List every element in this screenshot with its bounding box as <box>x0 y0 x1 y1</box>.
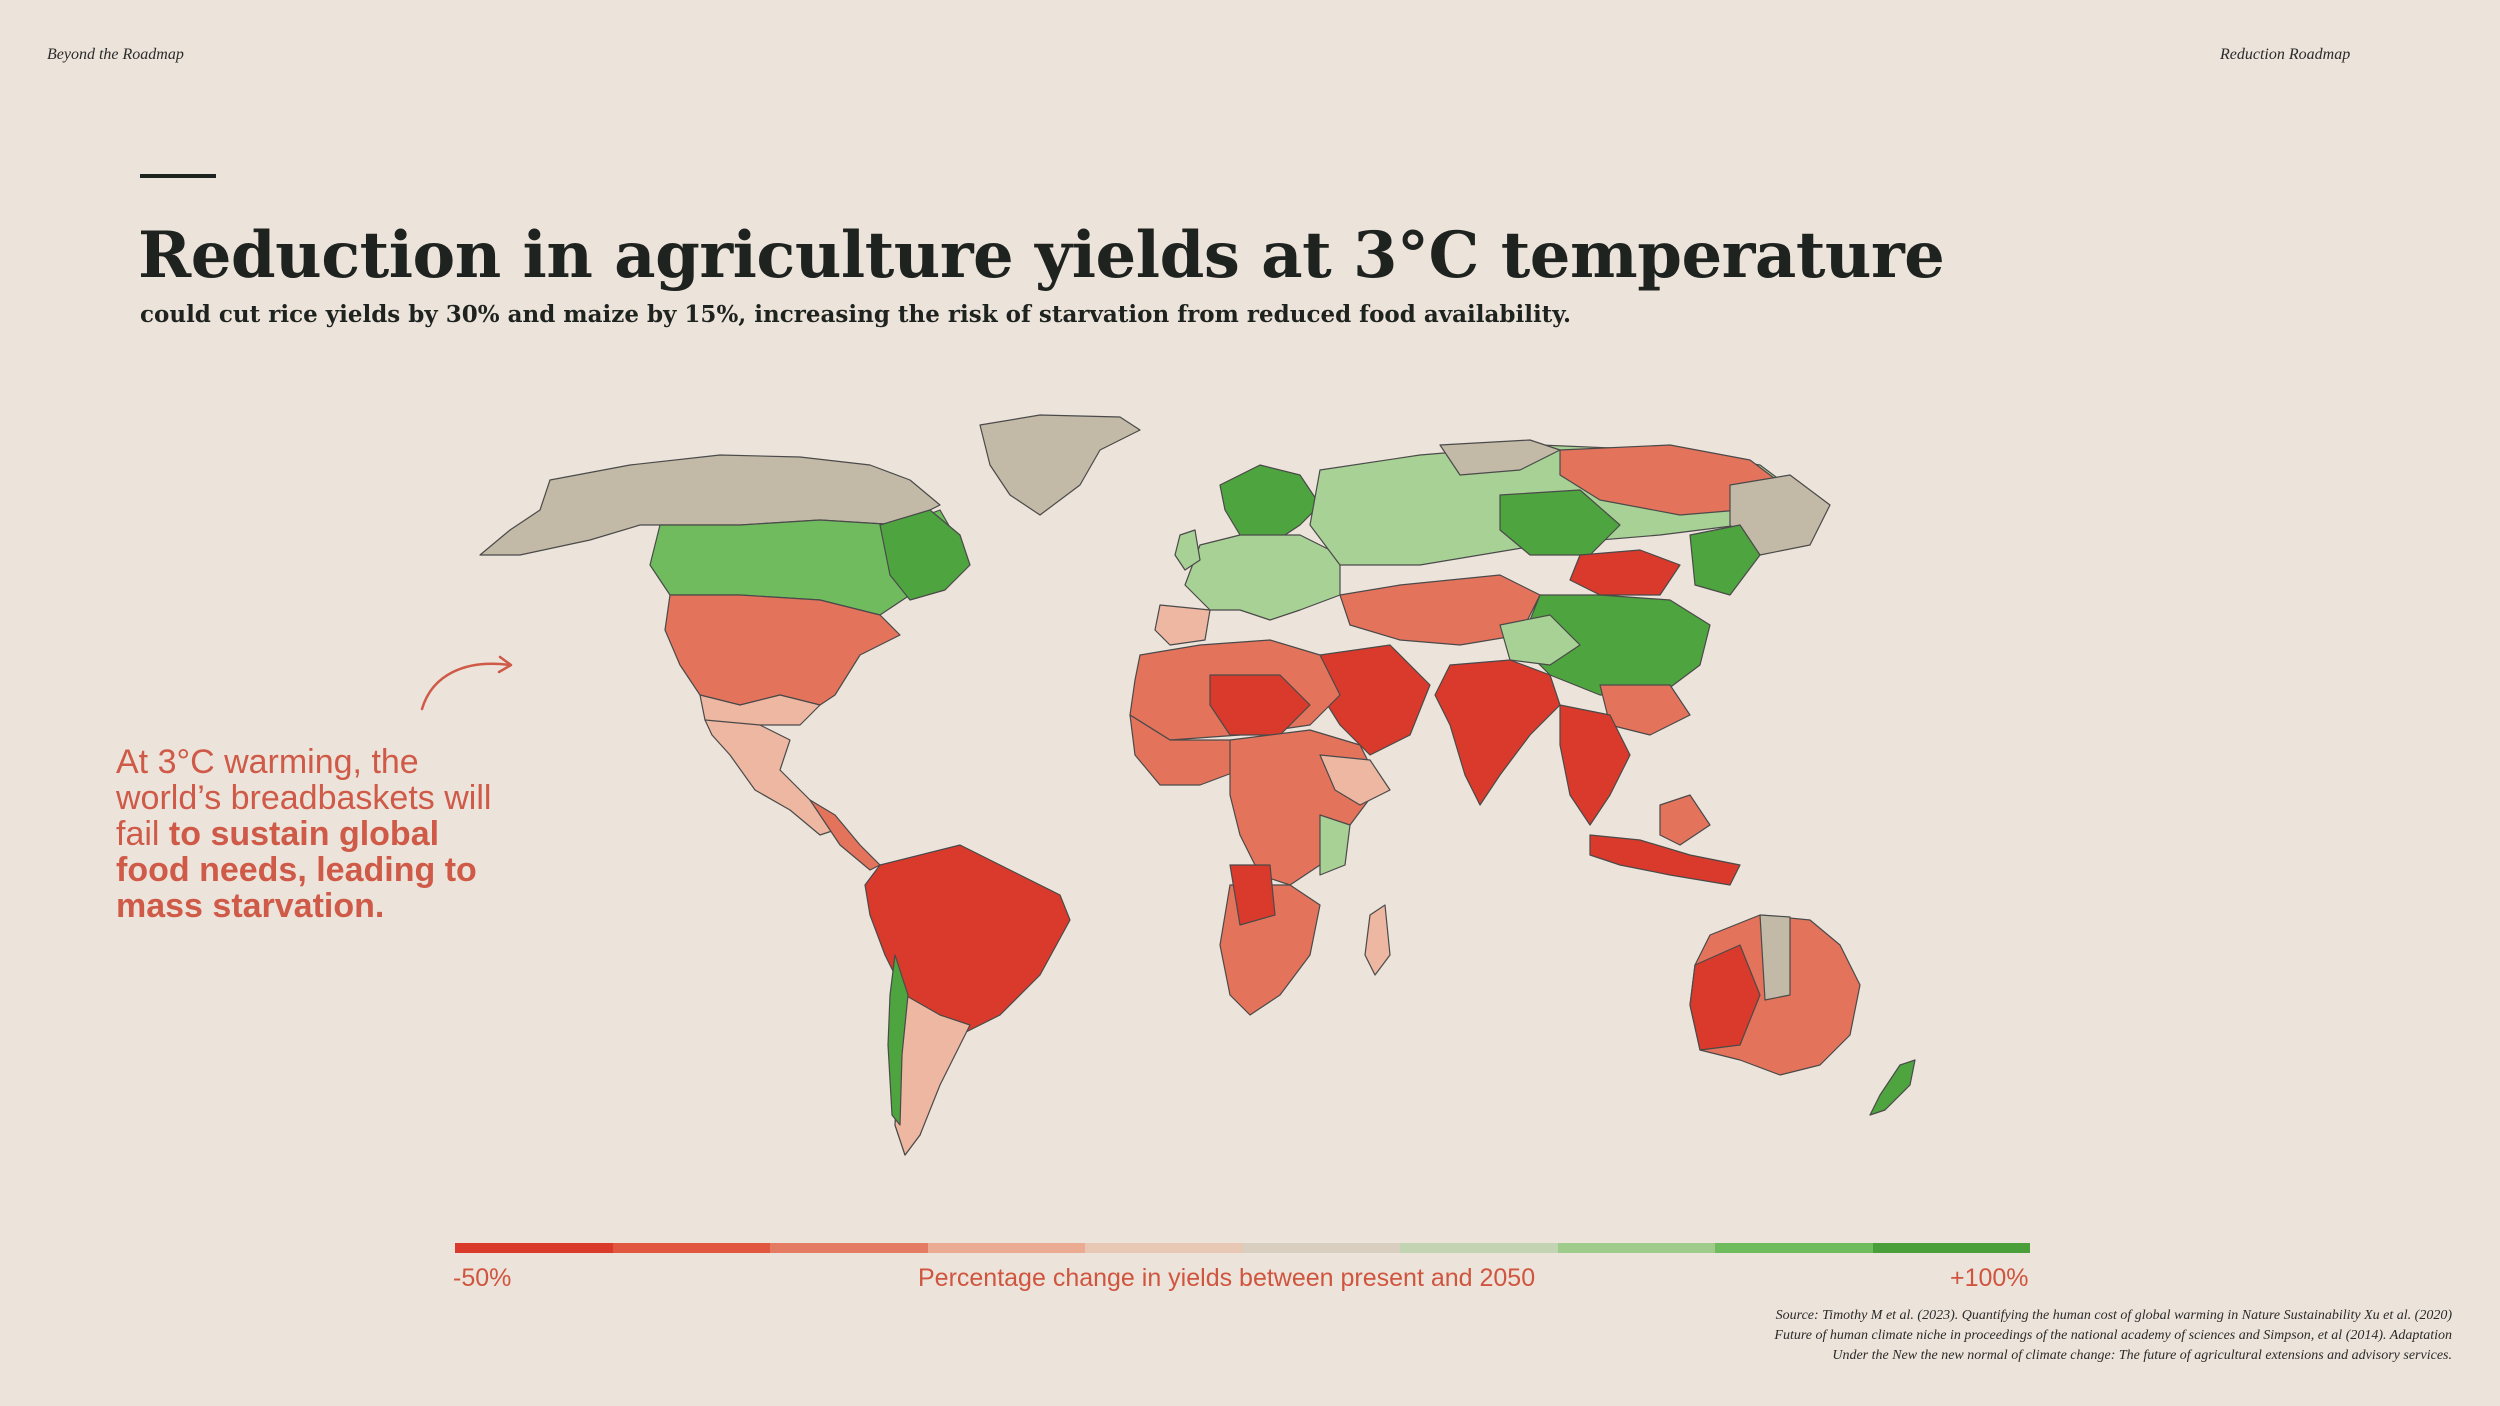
map-new-zealand <box>1869 1059 1916 1116</box>
legend-segment-2 <box>770 1243 928 1253</box>
map-west-africa <box>1129 714 1241 786</box>
map-mongolia <box>1569 549 1681 596</box>
source-line-1: Source: Timothy M et al. (2023). Quantif… <box>1775 1308 2452 1323</box>
map-greenland <box>979 414 1141 516</box>
map-manchuria <box>1689 524 1761 596</box>
legend-segment-7 <box>1557 1243 1715 1253</box>
map-east-africa <box>1319 814 1351 876</box>
map-madagascar <box>1364 904 1391 976</box>
map-angola <box>1229 864 1276 926</box>
source-line-3: Under the New the new normal of climate … <box>1832 1348 2452 1363</box>
legend-segment-8 <box>1715 1243 1873 1253</box>
map-scandinavia <box>1219 464 1321 546</box>
title-rule <box>140 174 216 178</box>
map-uk <box>1174 529 1201 571</box>
page-title: Reduction in agriculture yields at 3°C t… <box>138 218 1945 293</box>
legend-segment-3 <box>927 1243 1085 1253</box>
legend-min-label: -50% <box>453 1264 512 1292</box>
legend-segment-1 <box>612 1243 770 1253</box>
legend-segment-6 <box>1400 1243 1558 1253</box>
legend-segment-4 <box>1085 1243 1243 1253</box>
map-siberia-north <box>1439 439 1561 476</box>
map-mexico <box>704 719 836 836</box>
map-central-africa <box>1229 729 1381 886</box>
map-chile-coast <box>887 954 909 1126</box>
map-indonesia <box>1589 834 1741 886</box>
map-usa <box>664 594 901 706</box>
map-borneo <box>1659 794 1711 846</box>
legend-max-label: +100% <box>1950 1264 2029 1292</box>
legend-segment-5 <box>1242 1243 1400 1253</box>
world-yield-map <box>479 414 1916 1156</box>
legend-color-bar <box>455 1243 2030 1253</box>
source-line-2: Future of human climate niche in proceed… <box>1774 1328 2452 1343</box>
callout-arrow-icon <box>420 655 513 711</box>
header-left-label: Beyond the Roadmap <box>47 46 184 63</box>
map-canada-east <box>879 509 971 601</box>
map-europe <box>1184 534 1341 621</box>
legend-segment-0 <box>455 1243 613 1253</box>
legend-caption: Percentage change in yields between pres… <box>918 1264 1536 1292</box>
page-subtitle: could cut rice yields by 30% and maize b… <box>140 301 1572 328</box>
callout-bold: to sustain global food needs, leading to… <box>116 815 477 925</box>
source-note: Source: Timothy M et al. (2023). Quantif… <box>1552 1306 2452 1366</box>
callout-normal: At 3°C warming, the world’s breadbaskets… <box>116 743 492 853</box>
map-southeast-asia <box>1559 704 1631 826</box>
map-india <box>1434 659 1561 806</box>
header-right-label: Reduction Roadmap <box>2220 46 2351 63</box>
map-australia-west <box>1689 944 1761 1051</box>
callout-text: At 3°C warming, the world’s breadbaskets… <box>116 744 516 924</box>
map-horn-africa <box>1319 754 1391 806</box>
legend-segment-9 <box>1872 1243 2030 1253</box>
map-australia-central <box>1759 914 1791 1001</box>
map-tibet <box>1499 614 1581 666</box>
map-iberia <box>1154 604 1211 646</box>
map-far-east <box>1729 474 1831 556</box>
